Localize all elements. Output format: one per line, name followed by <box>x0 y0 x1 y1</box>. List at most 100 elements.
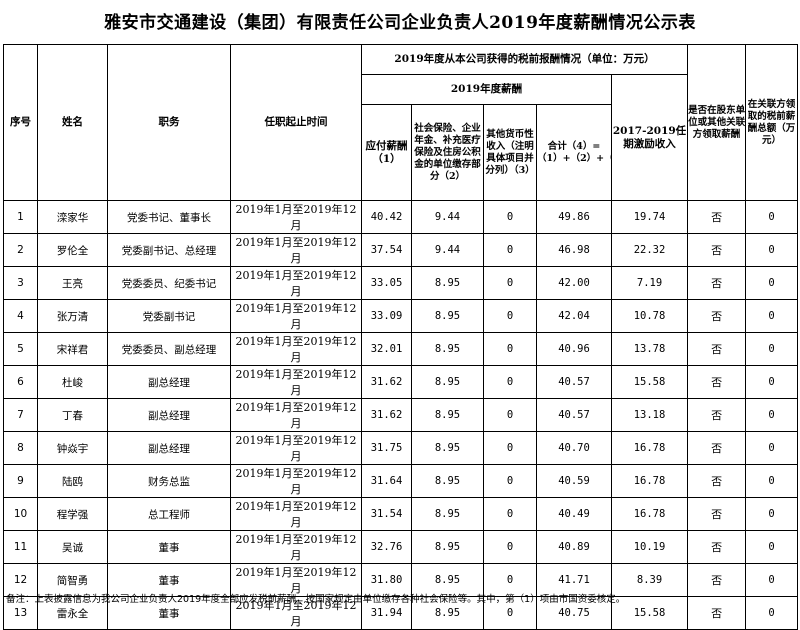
cell-total: 42.04 <box>536 299 612 333</box>
table-row: 11 吴诚 董事 2019年1月至2019年12月 32.76 8.95 0 40.89 10.… <box>3 530 799 564</box>
cell-social-insurance: 8.95 <box>411 365 484 399</box>
cell-related-party: 否 <box>687 398 747 432</box>
header-term: 任职起止时间 <box>230 44 362 201</box>
cell-total: 40.96 <box>536 332 612 366</box>
cell-related-party: 否 <box>687 299 747 333</box>
cell-position: 董事 <box>107 530 231 564</box>
cell-payable: 31.75 <box>361 431 412 465</box>
cell-incentive: 16.78 <box>610 431 689 465</box>
table-row: 12 简智勇 董事 2019年1月至2019年12月 31.80 8.95 0 41.71 8.… <box>3 563 799 597</box>
cell-payable: 31.54 <box>361 497 412 531</box>
cell-total: 40.70 <box>536 431 612 465</box>
cell-related-amount: 0 <box>745 266 799 300</box>
cell-seq: 6 <box>3 365 38 399</box>
cell-social-insurance: 8.95 <box>411 530 484 564</box>
cell-total: 42.00 <box>536 266 612 300</box>
cell-incentive: 13.18 <box>610 398 689 432</box>
cell-position: 副总经理 <box>107 431 231 465</box>
cell-related-party: 否 <box>687 464 747 498</box>
cell-position: 党委副书记、总经理 <box>107 233 231 267</box>
header-pretax-group: 2019年度从本公司获得的税前报酬情况（单位：万元） <box>360 44 689 75</box>
cell-other-income: 0 <box>483 332 537 366</box>
header-other-income: 其他货币性收入（注明具体项目并分列）（3） <box>483 104 537 201</box>
cell-term: 2019年1月至2019年12月 <box>230 233 362 267</box>
cell-name: 程学强 <box>37 497 108 531</box>
cell-term: 2019年1月至2019年12月 <box>230 365 362 399</box>
cell-position: 党委书记、董事长 <box>107 200 231 234</box>
cell-social-insurance: 8.95 <box>411 563 484 597</box>
cell-name: 王亮 <box>37 266 108 300</box>
cell-seq: 3 <box>3 266 38 300</box>
cell-total: 49.86 <box>536 200 612 234</box>
header-related-amount: 在关联方领取的税前薪酬总额（万元） <box>745 44 799 201</box>
cell-other-income: 0 <box>483 233 537 267</box>
cell-related-amount: 0 <box>745 200 799 234</box>
cell-other-income: 0 <box>483 530 537 564</box>
table-row: 10 程学强 总工程师 2019年1月至2019年12月 31.54 8.95 0 40.49… <box>3 497 799 531</box>
header-total: 合计（4）=（1）+（2）+（3） <box>536 104 612 201</box>
cell-social-insurance: 8.95 <box>411 332 484 366</box>
header-incentive: 2017-2019任期激励收入 <box>610 74 689 201</box>
cell-position: 党委副书记 <box>107 299 231 333</box>
cell-payable: 31.80 <box>361 563 412 597</box>
cell-seq: 5 <box>3 332 38 366</box>
cell-incentive: 16.78 <box>610 464 689 498</box>
cell-incentive: 15.58 <box>610 365 689 399</box>
cell-seq: 9 <box>3 464 38 498</box>
footnote: 备注：上表披露信息为我公司企业负责人2019年度全部应发税前薪酬，按国家规定由单… <box>6 594 626 605</box>
cell-incentive: 16.78 <box>610 497 689 531</box>
cell-total: 40.89 <box>536 530 612 564</box>
cell-total: 40.49 <box>536 497 612 531</box>
cell-name: 钟焱宇 <box>37 431 108 465</box>
cell-payable: 33.09 <box>361 299 412 333</box>
cell-related-amount: 0 <box>745 332 799 366</box>
header-social-insurance: 社会保险、企业年金、补充医疗保险及住房公积金的单位缴存部分（2） <box>411 104 484 201</box>
cell-name: 简智勇 <box>37 563 108 597</box>
cell-term: 2019年1月至2019年12月 <box>230 266 362 300</box>
cell-seq: 11 <box>3 530 38 564</box>
cell-payable: 32.76 <box>361 530 412 564</box>
cell-name: 吴诚 <box>37 530 108 564</box>
header-payable: 应付薪酬（1） <box>361 104 412 201</box>
cell-other-income: 0 <box>483 200 537 234</box>
cell-social-insurance: 8.95 <box>411 464 484 498</box>
cell-payable: 31.62 <box>361 398 412 432</box>
cell-seq: 7 <box>3 398 38 432</box>
cell-name: 陆鸥 <box>37 464 108 498</box>
cell-name: 滦家华 <box>37 200 108 234</box>
table-row: 2 罗伦全 党委副书记、总经理 2019年1月至2019年12月 37.54 9.44 0 4… <box>3 233 799 267</box>
cell-other-income: 0 <box>483 266 537 300</box>
cell-position: 财务总监 <box>107 464 231 498</box>
table-row: 7 丁春 副总经理 2019年1月至2019年12月 31.62 8.95 0 40.57 13… <box>3 398 799 432</box>
header-seq: 序号 <box>3 44 38 201</box>
cell-social-insurance: 8.95 <box>411 398 484 432</box>
cell-term: 2019年1月至2019年12月 <box>230 530 362 564</box>
table-row: 9 陆鸥 财务总监 2019年1月至2019年12月 31.64 8.95 0 40.59 16… <box>3 464 799 498</box>
table-row: 4 张万清 党委副书记 2019年1月至2019年12月 33.09 8.95 0 42.04… <box>3 299 799 333</box>
cell-incentive: 19.74 <box>610 200 689 234</box>
cell-position: 党委委员、副总经理 <box>107 332 231 366</box>
header-salary-2019: 2019年度薪酬 <box>361 74 612 105</box>
table-row: 8 钟焱宇 副总经理 2019年1月至2019年12月 31.75 8.95 0 40.70 1… <box>3 431 799 465</box>
header-related-party: 是否在股东单位或其他关联方领取薪酬 <box>687 44 747 201</box>
header-name: 姓名 <box>37 44 108 201</box>
cell-related-amount: 0 <box>745 530 799 564</box>
cell-other-income: 0 <box>483 365 537 399</box>
cell-related-amount: 0 <box>745 464 799 498</box>
cell-payable: 31.62 <box>361 365 412 399</box>
cell-related-amount: 0 <box>745 233 799 267</box>
cell-term: 2019年1月至2019年12月 <box>230 299 362 333</box>
cell-social-insurance: 8.95 <box>411 497 484 531</box>
cell-term: 2019年1月至2019年12月 <box>230 497 362 531</box>
cell-related-amount: 0 <box>745 365 799 399</box>
cell-related-party: 否 <box>687 332 747 366</box>
cell-term: 2019年1月至2019年12月 <box>230 563 362 597</box>
cell-related-party: 否 <box>687 200 747 234</box>
cell-name: 丁春 <box>37 398 108 432</box>
cell-other-income: 0 <box>483 431 537 465</box>
cell-incentive: 10.78 <box>610 299 689 333</box>
cell-other-income: 0 <box>483 299 537 333</box>
cell-position: 党委委员、纪委书记 <box>107 266 231 300</box>
cell-related-party: 否 <box>687 365 747 399</box>
cell-term: 2019年1月至2019年12月 <box>230 398 362 432</box>
